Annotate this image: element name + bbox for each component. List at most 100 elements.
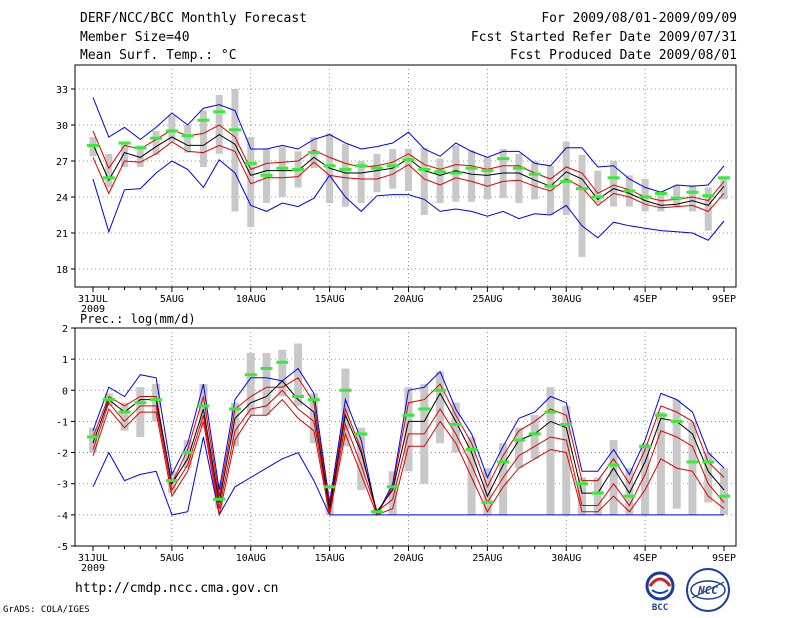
spread-bar: [341, 368, 350, 447]
series-line-lower: [92, 389, 725, 513]
observed-marker: [102, 398, 115, 402]
x-tick-label: 20AUG: [393, 553, 423, 564]
observed-marker: [607, 463, 620, 467]
spread-bar: [704, 187, 712, 231]
series-line-min: [92, 436, 724, 517]
observed-marker: [355, 432, 368, 436]
observed-marker: [639, 444, 652, 448]
observed-marker: [591, 195, 604, 199]
series-line-min: [92, 159, 725, 241]
spread-bar: [657, 191, 665, 212]
plot-frame: [74, 64, 737, 288]
spread-bar: [468, 150, 476, 202]
spread-bar: [436, 158, 444, 203]
spread-bar: [514, 427, 523, 469]
temperature-chart: 18 21 24 27 30 33 31JUL 5AUG 10AUG 15AUG 20AUG 25AU…: [56, 64, 737, 315]
spread-bar: [609, 440, 618, 515]
x-tick-label: 31JUL: [78, 294, 108, 305]
y-tick-label: -1: [56, 417, 68, 428]
source-url[interactable]: http://cmdp.ncc.cma.gov.cn: [75, 581, 279, 596]
y-tick-label: -2: [56, 449, 68, 460]
observed-marker: [560, 179, 573, 183]
series-line-lower: [92, 141, 725, 212]
observed-marker: [150, 136, 163, 140]
spread-bar: [230, 402, 239, 447]
spread-bar: [499, 149, 507, 199]
observed-marker: [576, 482, 589, 486]
spread-bar: [278, 146, 286, 197]
spread-bar: [720, 468, 728, 515]
observed-marker: [528, 172, 541, 176]
spread-bar: [688, 421, 697, 515]
x-tick-label: 9SEP: [712, 553, 736, 564]
observed-marker: [560, 423, 573, 427]
observed-marker: [213, 110, 226, 114]
x-tick-label: 25AUG: [472, 294, 502, 305]
observed-marker: [544, 184, 557, 188]
observed-marker: [402, 158, 415, 162]
spread-bar: [341, 144, 349, 207]
observed-marker: [181, 134, 194, 138]
observed-marker: [497, 157, 510, 161]
x-tick-label: 10AUG: [236, 294, 266, 305]
spread-bar: [593, 477, 602, 515]
observed-marker: [576, 187, 589, 191]
observed-marker: [670, 196, 683, 200]
observed-marker: [686, 460, 699, 464]
observed-marker: [449, 423, 462, 427]
spread-bar: [246, 352, 255, 416]
spread-bar: [720, 179, 728, 200]
observed-marker: [228, 128, 241, 132]
spread-bar: [121, 143, 129, 167]
observed-marker: [339, 167, 352, 171]
spread-bar: [562, 141, 570, 215]
observed-marker: [307, 398, 320, 402]
observed-marker: [544, 410, 557, 414]
observed-marker: [370, 166, 383, 170]
spread-bar: [704, 452, 713, 503]
observed-marker: [228, 407, 241, 411]
x-tick-label: 25AUG: [472, 553, 502, 564]
observed-marker: [370, 510, 383, 514]
spread-bar: [499, 443, 508, 515]
ncc-logo: NCC: [686, 568, 730, 612]
spread-bar: [389, 149, 397, 189]
observed-marker: [418, 407, 431, 411]
member-size: Member Size=40: [80, 30, 190, 45]
spread-bar: [562, 405, 571, 515]
observed-marker: [512, 438, 525, 442]
fcst-started-date: Fcst Started Refer Date 2009/07/31: [470, 30, 737, 45]
x-year-label: 2009: [81, 563, 105, 574]
x-tick-label: 5AUG: [160, 553, 184, 564]
observed-marker: [197, 118, 210, 122]
observed-marker: [292, 395, 305, 399]
observed-marker: [276, 166, 289, 170]
observed-marker: [260, 366, 273, 370]
x-tick-label: 4SEP: [633, 553, 657, 564]
spread-bar: [483, 157, 491, 200]
fcst-produced-date: Fcst Produced Date 2009/08/01: [510, 48, 737, 63]
observed-marker: [402, 413, 415, 417]
y-tick-label: 21: [56, 229, 68, 240]
spread-bar: [546, 387, 555, 515]
observed-marker: [670, 419, 683, 423]
precipitation-chart: -5 -4 -3 -2 -1 0 1 2 31JUL 5AUG 10AUG 15AUG 20AUG 25A…: [56, 324, 737, 574]
observed-marker: [512, 166, 525, 170]
grads-credit: GrADS: COLA/IGES: [3, 605, 90, 615]
observed-marker: [150, 398, 163, 402]
spread-bar: [294, 343, 303, 406]
observed-marker: [591, 491, 604, 495]
observed-marker: [118, 410, 131, 414]
spread-bar: [105, 153, 113, 188]
observed-marker: [260, 173, 273, 177]
spread-bar: [578, 477, 587, 515]
spread-bar: [578, 155, 586, 257]
spread-bar: [152, 384, 161, 422]
observed-marker: [718, 176, 730, 180]
observed-marker: [244, 373, 257, 377]
observed-marker: [702, 460, 715, 464]
observed-marker: [323, 164, 336, 168]
y-tick-label: 30: [56, 121, 68, 132]
spread-bar: [467, 437, 476, 515]
spread-bar: [405, 149, 412, 191]
